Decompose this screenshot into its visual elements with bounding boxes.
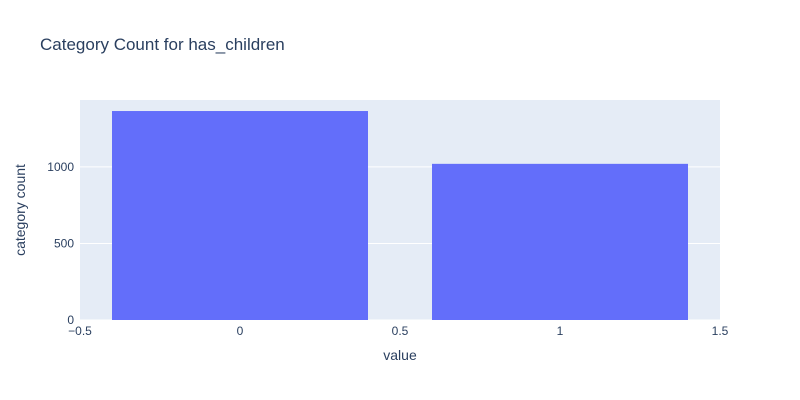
x-tick-label: 1 — [557, 324, 564, 338]
y-tick-label: 0 — [67, 313, 74, 327]
bars — [112, 111, 688, 320]
y-axis-ticks: 0 500 1000 — [47, 160, 74, 327]
bar-0[interactable] — [112, 111, 368, 320]
chart-title: Category Count for has_children — [40, 35, 285, 54]
y-tick-label: 500 — [54, 236, 74, 250]
y-axis-label: category count — [12, 164, 28, 256]
x-axis-label: value — [383, 347, 417, 363]
y-tick-label: 1000 — [47, 160, 74, 174]
x-tick-label: −0.5 — [68, 324, 92, 338]
x-axis-ticks: −0.5 0 0.5 1 1.5 — [68, 324, 729, 338]
x-tick-label: 0 — [237, 324, 244, 338]
x-tick-label: 1.5 — [712, 324, 729, 338]
x-tick-label: 0.5 — [392, 324, 409, 338]
bar-1[interactable] — [432, 163, 688, 320]
